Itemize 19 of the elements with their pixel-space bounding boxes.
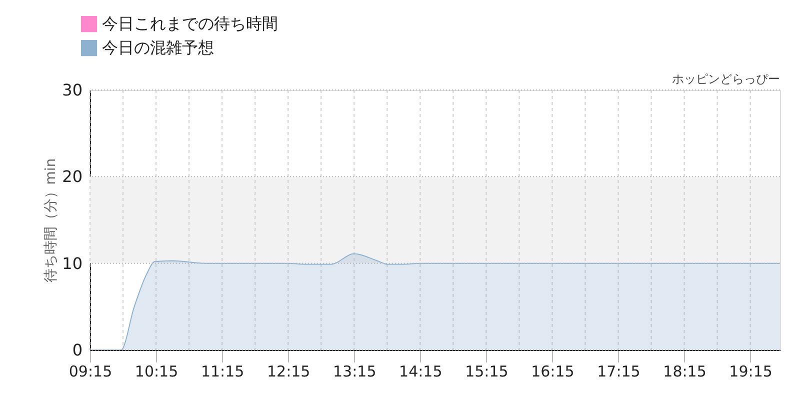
x-tick-label: 18:15 (663, 362, 706, 380)
x-tick-label: 19:15 (729, 362, 772, 380)
y-axis-title: 待ち時間（分）min (43, 158, 60, 283)
y-tick-label: 20 (62, 167, 82, 186)
x-tick-label: 14:15 (399, 362, 442, 380)
legend-label: 今日の混雑予想 (102, 38, 214, 57)
y-tick-label: 10 (62, 254, 82, 273)
x-tick-label: 12:15 (266, 362, 310, 380)
x-tick-label: 13:15 (333, 362, 376, 380)
x-tick-label: 17:15 (597, 362, 640, 380)
legend-label: 今日これまでの待ち時間 (102, 14, 278, 33)
x-tick-label: 09:15 (68, 362, 112, 380)
y-tick-label: 0 (72, 340, 82, 360)
y-tick-label: 30 (62, 80, 82, 100)
x-tick-label: 16:15 (531, 362, 574, 380)
text: ホッピンどらっぴー (672, 72, 780, 86)
x-tick-label: 11:15 (200, 362, 244, 380)
x-tick-label: 15:15 (465, 362, 508, 380)
x-tick-label: 10:15 (134, 362, 178, 380)
